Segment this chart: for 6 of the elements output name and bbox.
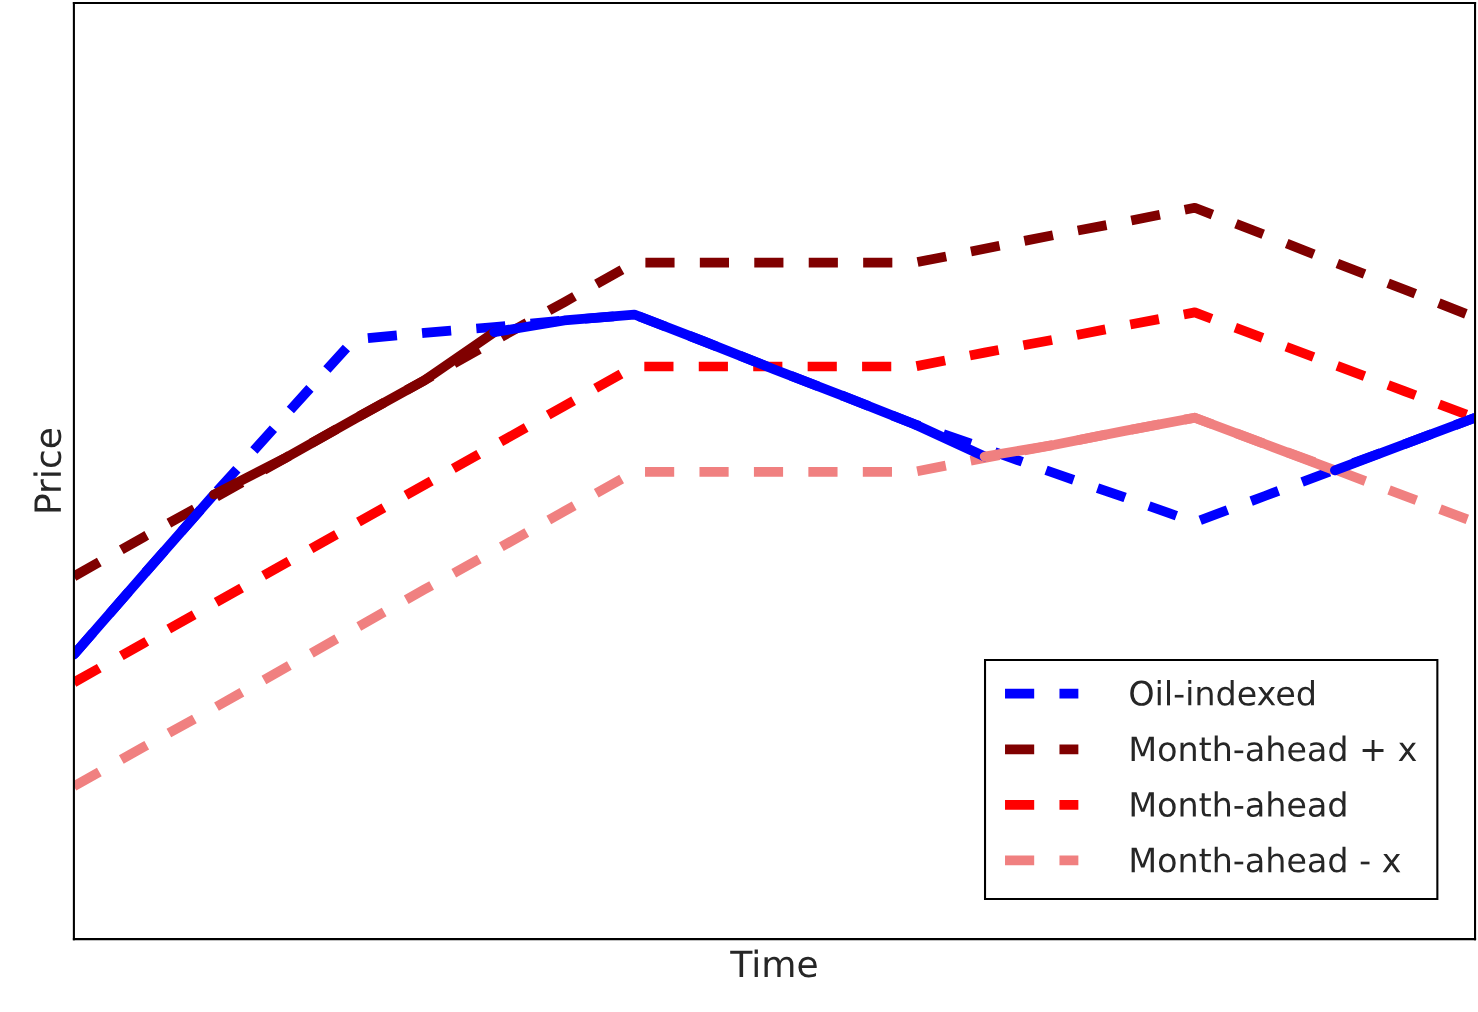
legend-label: Oil-indexed [1130, 680, 1314, 706]
legend-label: Month-ahead [1131, 791, 1346, 818]
x-axis-title: Time [730, 949, 817, 978]
legend-label: Month-ahead - x [1131, 846, 1401, 873]
legend-label: Month-ahead + x [1131, 735, 1417, 762]
y-axis-title: Price [33, 428, 62, 512]
